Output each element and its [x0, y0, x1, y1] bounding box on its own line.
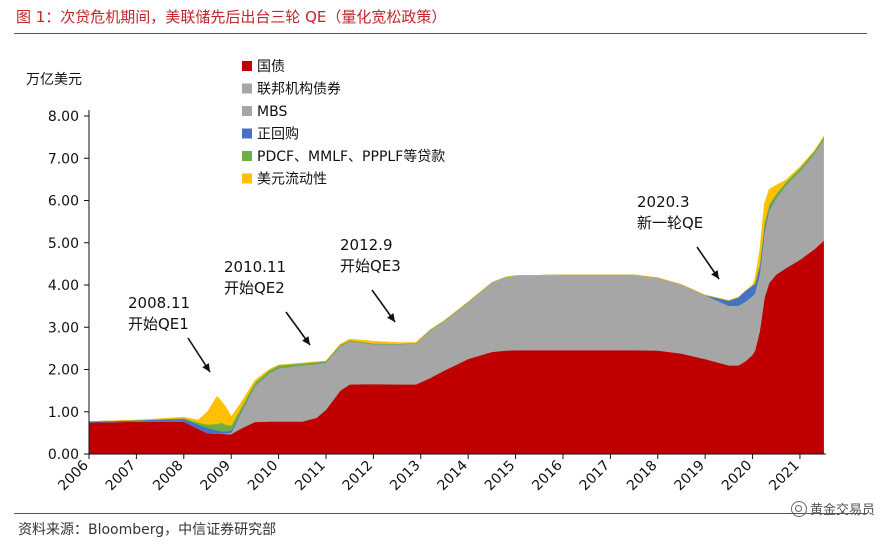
- watermark-text: 黄金交易员: [809, 503, 875, 518]
- annotation-arrowhead: [387, 313, 395, 322]
- annotation-text: 新一轮QE: [637, 214, 703, 232]
- annotation: 2012.9 开始QE3: [340, 236, 401, 323]
- annotation-text: 2010.11: [224, 258, 286, 276]
- legend-swatch: [242, 61, 252, 71]
- watermark: 黄金交易员: [790, 499, 875, 518]
- axes: [88, 110, 826, 455]
- x-tick-label: 2018: [624, 458, 661, 495]
- annotation-text: 开始QE3: [340, 257, 401, 275]
- y-tick-label: 3.00: [48, 320, 79, 336]
- y-tick-label: 4.00: [48, 278, 79, 294]
- legend-swatch: [242, 83, 252, 94]
- annotation-text: 2012.9: [340, 236, 393, 254]
- y-tick-label: 1.00: [48, 405, 79, 421]
- legend-swatch: [242, 106, 252, 116]
- annotation-text: 开始QE1: [128, 315, 189, 333]
- y-axis-label: 万亿美元: [26, 72, 82, 88]
- x-tick-label: 2007: [103, 458, 140, 495]
- legend-label: 美元流动性: [257, 172, 327, 188]
- x-tick-label: 2012: [340, 458, 377, 495]
- annotation-arrowhead: [302, 336, 310, 345]
- legend-label: 正回购: [257, 127, 299, 143]
- x-tick-label: 2011: [292, 458, 329, 495]
- y-tick-label: 2.00: [48, 363, 79, 379]
- x-tick-label: 2008: [150, 458, 187, 495]
- y-tick-label: 7.00: [48, 151, 79, 167]
- y-axis-ticks: 0.00 1.00 2.00 3.00 4.00 5.00 6.00 7.00 8.00: [48, 109, 89, 463]
- area-layers: [88, 135, 824, 455]
- annotation-arrowhead: [202, 363, 210, 372]
- x-tick-label: 2009: [197, 458, 234, 495]
- annotations: 2008.11 开始QE1 2010.11 开始QE2 2012.9 开始QE3 2020.…: [128, 193, 720, 373]
- x-tick-label: 2016: [529, 457, 566, 494]
- annotation: 2020.3 新一轮QE: [637, 193, 720, 280]
- x-tick-label: 2015: [482, 458, 519, 495]
- legend-label: MBS: [257, 104, 287, 120]
- annotation: 2008.11 开始QE1: [128, 294, 211, 373]
- annotation: 2010.11 开始QE2: [224, 258, 311, 346]
- source-note: 资料来源：Bloomberg，中信证券研究部: [18, 522, 277, 538]
- legend-swatch: [242, 151, 252, 161]
- x-axis-ticks: 2006 2007 2008 2009 2010 2011 2012 2013 2014 2015…: [55, 454, 803, 495]
- x-tick-label: 2014: [434, 457, 471, 494]
- annotation-text: 2020.3: [637, 193, 690, 211]
- title-rule: [14, 33, 867, 34]
- legend-label: PDCF、MMLF、PPPLF等贷款: [257, 148, 445, 165]
- area-series-5: [88, 135, 824, 426]
- legend-swatch: [242, 128, 252, 139]
- legend-label: 国债: [257, 59, 285, 75]
- x-tick-label: 2020: [719, 458, 756, 495]
- annotation-text: 开始QE2: [224, 279, 285, 297]
- y-tick-label: 0.00: [48, 447, 79, 463]
- annotation-arrowhead: [711, 270, 719, 279]
- source-rule: [14, 513, 867, 514]
- legend-swatch: [242, 173, 252, 184]
- x-tick-label: 2010: [245, 458, 282, 495]
- y-tick-label: 6.00: [48, 194, 79, 210]
- x-tick-label: 2013: [387, 458, 424, 495]
- x-tick-label: 2021: [766, 458, 803, 495]
- annotation-text: 2008.11: [128, 294, 190, 312]
- y-tick-label: 8.00: [48, 109, 79, 125]
- legend-label: 联邦机构债券: [257, 82, 341, 98]
- x-tick-label: 2019: [671, 458, 708, 495]
- y-tick-label: 5.00: [48, 236, 79, 252]
- figure-title: 图 1：次贷危机期间，美联储先后出台三轮 QE（量化宽松政策）: [16, 8, 447, 26]
- x-tick-label: 2017: [577, 458, 614, 495]
- wechat-channel-icon: [790, 501, 807, 517]
